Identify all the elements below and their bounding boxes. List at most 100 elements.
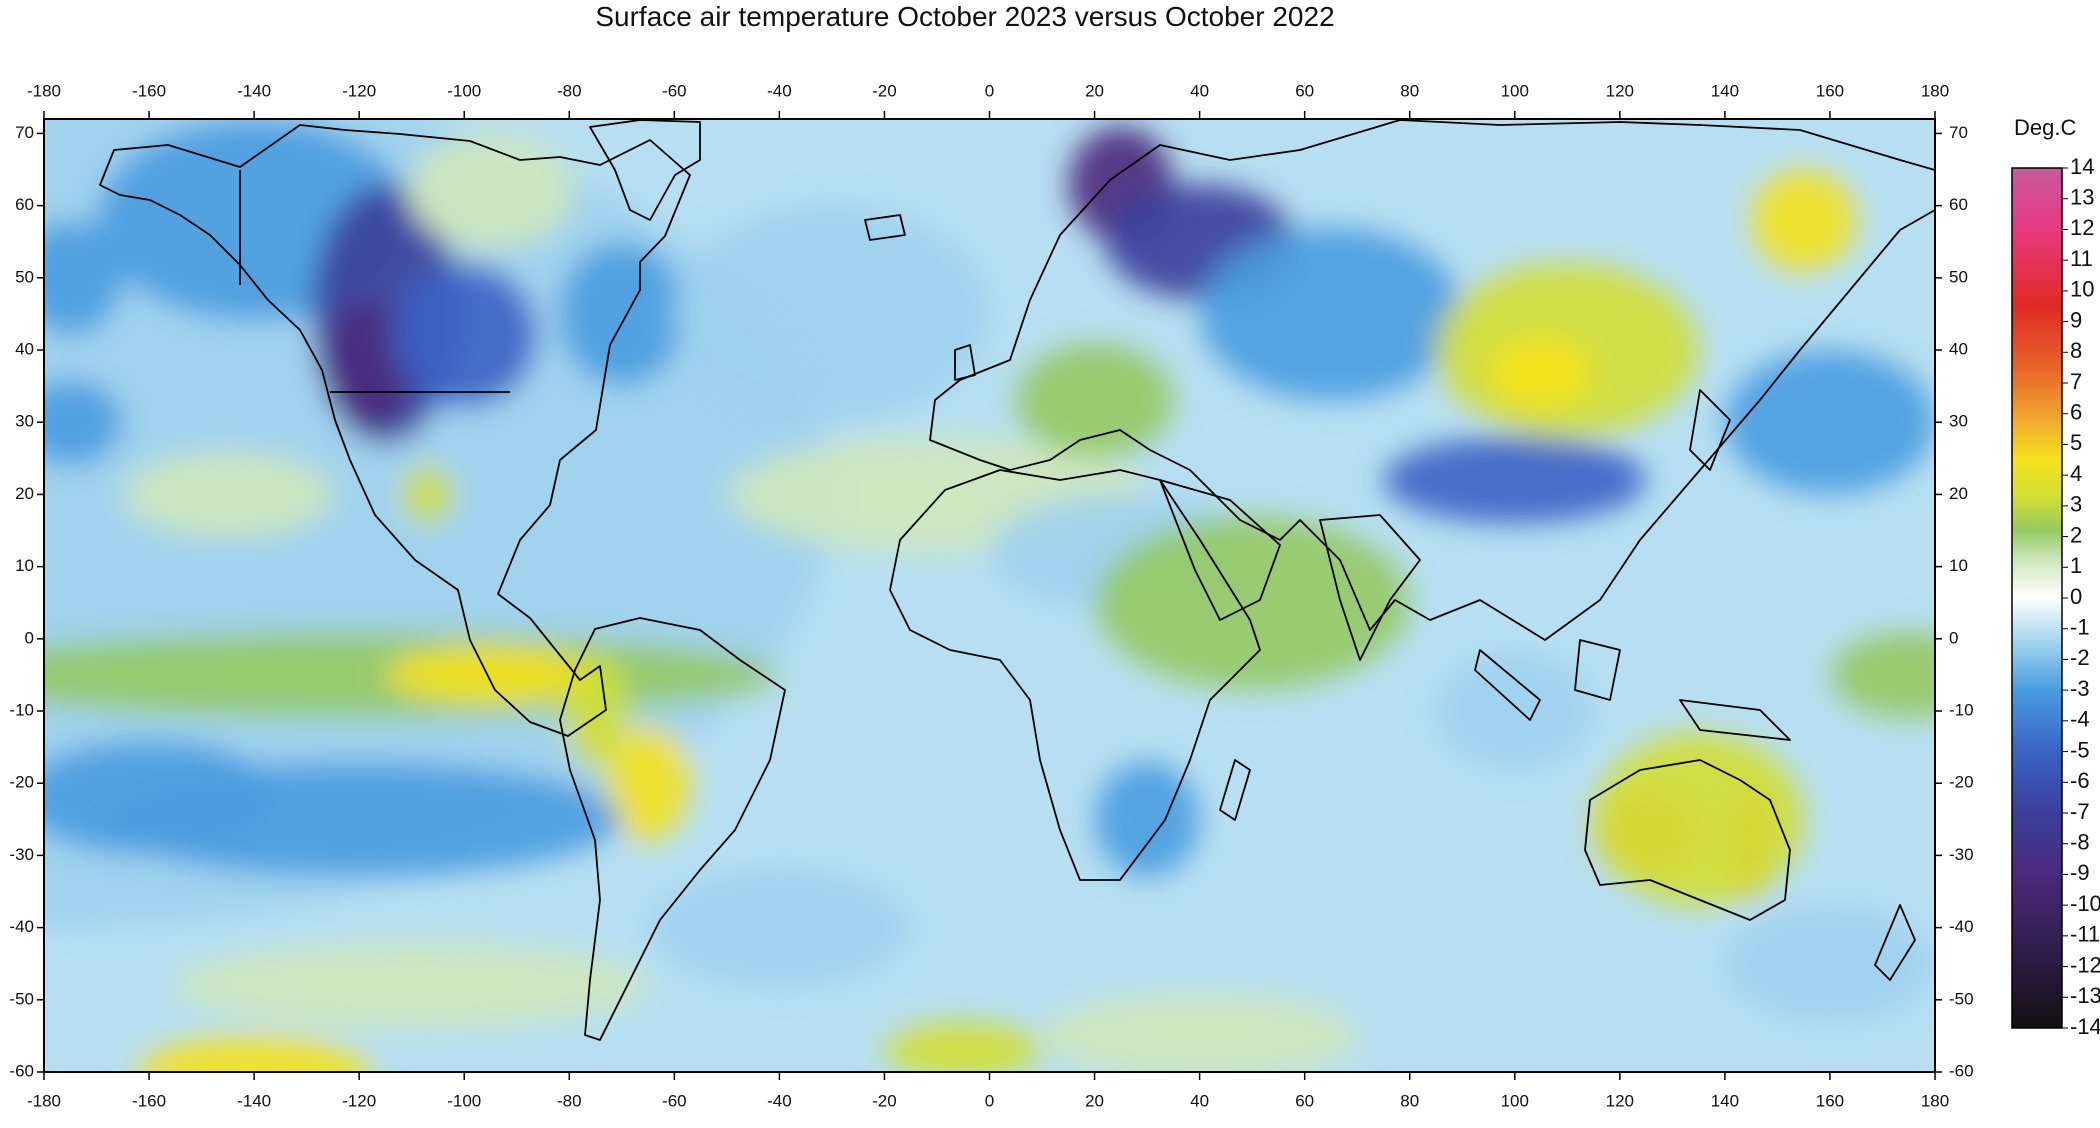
y-tick-label-right: 60 [1949,195,1968,214]
colorbar-tick-label: -1 [2070,615,2090,640]
anomaly-region [44,220,123,336]
anomaly-region [1488,335,1594,408]
y-tick-label-left: -50 [9,989,34,1008]
x-tick-label-top: -140 [237,81,271,100]
x-tick-label-bottom: -40 [767,1091,792,1110]
colorbar-tick-label: 2 [2070,522,2082,547]
colorbar-ticks: 14131211109876543210-1-2-3-4-5-6-7-8-9-1… [2062,154,2100,1039]
outline-japan [1689,389,1731,471]
outline-canada-us-border [239,170,510,393]
colorbar-tick-label: 4 [2070,461,2082,486]
anomaly-region [606,725,691,841]
colorbar-tick-label: 8 [2070,338,2082,363]
y-tick-label-right: 40 [1949,340,1968,359]
colorbar-tick-label: -9 [2070,860,2090,885]
colorbar-tick-label: -2 [2070,645,2090,670]
outline-new-guinea [1679,699,1791,741]
x-tick-label-bottom: 160 [1816,1091,1844,1110]
x-tick-label-bottom: -120 [342,1091,376,1110]
anomaly-region [406,133,575,249]
axis-ticks: -180-180-160-160-140-140-120-120-100-100… [9,81,1973,1110]
x-tick-label-top: -60 [662,81,687,100]
colorbar: Deg.C 14131211109876543210-1-2-3-4-5-6-7… [2011,115,2100,1039]
y-tick-label-right: -40 [1949,917,1974,936]
x-tick-label-top: 180 [1921,81,1949,100]
anomaly-region [1724,905,1935,1022]
coastlines [99,119,1935,1041]
outline-new-zealand [1874,904,1916,981]
x-tick-label-bottom: 120 [1606,1091,1634,1110]
y-tick-label-right: 30 [1949,412,1968,431]
anomaly-region [44,378,123,466]
anomaly-region [648,869,911,986]
colorbar-tick-label: -7 [2070,799,2090,824]
colorbar-tick-label: 6 [2070,400,2082,425]
x-tick-label-bottom: -160 [132,1091,166,1110]
y-tick-label-left: -30 [9,845,34,864]
outline-greenland [589,119,701,221]
anomaly-region [1015,342,1174,459]
y-tick-label-right: 10 [1949,556,1968,575]
y-tick-label-right: -10 [1949,700,1974,719]
colorbar-tick-label: -8 [2070,830,2090,855]
colorbar-tick-label: -6 [2070,768,2090,793]
x-tick-label-top: -40 [767,81,792,100]
anomaly-region [1435,653,1594,769]
y-tick-label-left: 10 [15,556,34,575]
outline-north-america [99,124,691,737]
x-tick-label-top: -180 [27,81,61,100]
anomaly-region [44,739,281,856]
x-tick-label-top: 40 [1190,81,1209,100]
x-tick-label-top: 140 [1711,81,1739,100]
y-tick-label-left: 30 [15,412,34,431]
x-tick-label-top: -160 [132,81,166,100]
y-tick-label-right: -20 [1949,773,1974,792]
y-tick-label-left: -40 [9,917,34,936]
anomaly-region [138,1035,370,1072]
colorbar-tick-label: 9 [2070,307,2082,332]
colorbar-tick-label: 13 [2070,185,2094,210]
x-tick-label-bottom: 40 [1190,1091,1209,1110]
x-tick-label-top: 160 [1816,81,1844,100]
x-tick-label-top: 100 [1501,81,1529,100]
y-tick-label-right: 50 [1949,267,1968,286]
x-tick-label-top: 120 [1606,81,1634,100]
colorbar-tick-label: -3 [2070,676,2090,701]
outline-india [1319,514,1421,661]
y-tick-label-left: -60 [9,1061,34,1080]
anomaly-region [674,205,990,423]
colorbar-tick-label: 3 [2070,492,2082,517]
anomaly-region [1094,761,1200,878]
y-tick-label-left: -20 [9,773,34,792]
colorbar-tick-label: -12 [2070,952,2100,977]
x-tick-label-bottom: -20 [872,1091,897,1110]
outline-sumatra [1474,649,1541,721]
outline-uk [954,344,976,381]
anomaly-region [558,241,685,387]
colorbar-tick-label: -14 [2070,1014,2100,1039]
colorbar-tick-label: 12 [2070,215,2094,240]
colorbar-tick-label: 1 [2070,553,2082,578]
chart-title: Surface air temperature October 2023 ver… [595,1,1335,32]
x-tick-label-bottom: -180 [27,1091,61,1110]
anomaly-region [390,263,538,408]
anomaly-region [385,646,596,704]
anomaly-region [1042,992,1358,1072]
x-tick-label-top: -120 [342,81,376,100]
outline-africa [889,469,1261,881]
x-tick-label-top: -100 [447,81,481,100]
outline-south-america [559,617,786,1041]
outline-madagascar [1219,759,1251,821]
x-tick-label-top: -80 [557,81,582,100]
x-tick-label-bottom: -80 [557,1091,582,1110]
x-tick-label-bottom: -140 [237,1091,271,1110]
colorbar-tick-label: 14 [2070,154,2094,179]
anomaly-region [1829,631,1935,719]
x-tick-label-bottom: 180 [1921,1091,1949,1110]
x-tick-label-bottom: 140 [1711,1091,1739,1110]
anomaly-region [1724,350,1935,495]
outline-borneo [1574,639,1621,701]
colorbar-tick-label: 5 [2070,430,2082,455]
anomaly-region [884,1021,1043,1072]
